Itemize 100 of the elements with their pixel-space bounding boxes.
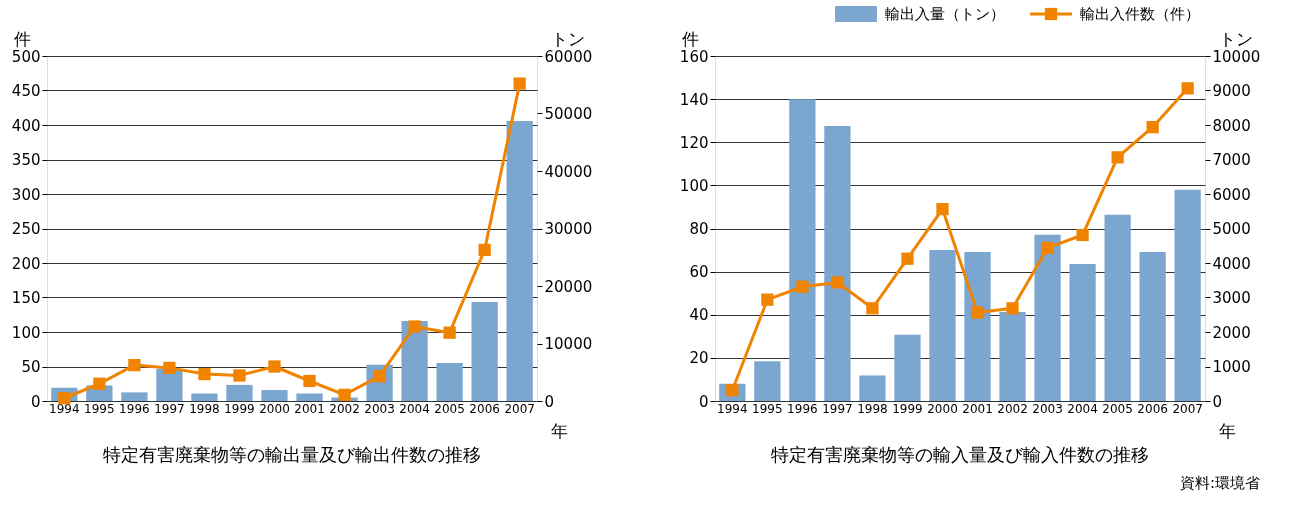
point: [901, 252, 914, 265]
x-tick-label: 2000: [259, 401, 290, 416]
x-tick-label: 1999: [224, 401, 255, 416]
point: [513, 77, 526, 90]
y2-axis-title: トン: [550, 28, 585, 49]
x-tick-label: 1997: [822, 401, 853, 416]
text: 特定有害廃棄物等の輸入量及び輸入件数の推移: [771, 444, 1149, 465]
bar: [859, 375, 886, 401]
y-tick-label: 100: [11, 323, 41, 342]
y-axis-title: 件: [682, 28, 699, 49]
point: [866, 302, 879, 315]
bar: [1069, 264, 1096, 401]
point: [1146, 121, 1159, 134]
point: [268, 360, 281, 373]
y2-tick-label: 1000: [1212, 358, 1251, 376]
point: [478, 243, 491, 257]
y-tick-label: 80: [689, 220, 709, 238]
text: 特定有害廃棄物等の輸出量及び輸出件数の推移: [103, 444, 481, 465]
legend-label: 輸出入量（トン）: [885, 5, 1005, 23]
y2-tick-label: 50000: [544, 105, 593, 123]
y2-tick-label: 60000: [544, 47, 593, 66]
point: [796, 280, 809, 293]
x-tick-label: 2004: [399, 401, 430, 416]
x-tick-label: 1995: [84, 401, 115, 416]
x-tick-label: 2005: [434, 401, 465, 416]
point: [1041, 241, 1054, 255]
y2-tick-label: 5000: [1212, 220, 1251, 238]
bar: [1034, 234, 1061, 401]
y-tick-label: 60: [689, 263, 709, 282]
y2-tick-label: 0: [1212, 392, 1223, 411]
bar: [754, 361, 781, 401]
x-tick-label: 1994: [717, 401, 748, 416]
x-tick-label: 2002: [329, 401, 360, 416]
x-tick-label: 1996: [119, 401, 150, 416]
x-tick-label: 2000: [927, 401, 958, 416]
bar: [1139, 251, 1166, 401]
y-tick-label: 100: [679, 176, 709, 195]
y-tick-label: 0: [30, 392, 41, 411]
x-tick-label: 1994: [49, 401, 80, 416]
y2-tick-label: 8000: [1212, 116, 1251, 135]
y-tick-label: 0: [698, 392, 709, 411]
x-tick-label: 1997: [154, 401, 185, 416]
point: [443, 326, 456, 339]
bar: [121, 392, 148, 401]
bar: [296, 393, 323, 401]
y2-tick-label: 2000: [1212, 323, 1251, 342]
x-tick-label: 2007: [1172, 401, 1203, 416]
x-tick-label: 2004: [1067, 401, 1098, 416]
x-tick-label: 2003: [1032, 401, 1063, 416]
bar: [789, 99, 816, 401]
bar: [824, 126, 851, 401]
bar: [1174, 189, 1201, 401]
y2-tick-label: 6000: [1212, 185, 1251, 204]
point: [128, 359, 141, 372]
point: [198, 367, 211, 381]
y2-tick-label: 9000: [1212, 82, 1251, 100]
point: [338, 388, 351, 401]
y2-tick-label: 30000: [544, 220, 593, 238]
x-axis-title: 年: [551, 420, 568, 441]
y2-tick-label: 4000: [1212, 254, 1251, 273]
y-axis-title: 件: [14, 28, 31, 49]
point: [408, 320, 421, 333]
point: [303, 374, 316, 388]
bar: [999, 311, 1026, 401]
x-tick-label: 1998: [857, 401, 888, 416]
y-tick-label: 500: [11, 47, 41, 66]
y-tick-label: 160: [679, 47, 709, 66]
bar: [1104, 214, 1131, 401]
point: [1076, 228, 1089, 242]
x-tick-label: 2005: [1102, 401, 1133, 416]
x-tick-label: 1999: [892, 401, 923, 416]
y-tick-label: 250: [11, 220, 41, 238]
y-tick-label: 20: [689, 349, 709, 368]
y-tick-label: 450: [11, 82, 41, 100]
bar: [261, 390, 288, 401]
y2-tick-label: 3000: [1212, 289, 1251, 307]
bar: [156, 368, 183, 401]
bar: [894, 334, 921, 401]
y2-tick-label: 7000: [1212, 151, 1251, 169]
bar: [436, 363, 463, 401]
bar: [506, 120, 533, 401]
y-tick-label: 200: [11, 254, 41, 273]
y-tick-label: 300: [11, 185, 41, 204]
x-tick-label: 1998: [189, 401, 220, 416]
y-tick-label: 40: [689, 306, 709, 325]
point: [233, 369, 246, 382]
x-tick-label: 2001: [962, 401, 993, 416]
y2-tick-label: 10000: [544, 335, 593, 353]
bar: [964, 251, 991, 401]
point: [971, 306, 984, 319]
x-tick-label: 2002: [997, 401, 1028, 416]
bar: [226, 384, 253, 401]
y2-tick-label: 0: [544, 392, 555, 411]
x-axis-title: 年: [1219, 420, 1236, 441]
bar: [471, 302, 498, 401]
x-tick-label: 2006: [469, 401, 500, 416]
y-tick-label: 140: [679, 90, 709, 109]
point: [1181, 82, 1194, 95]
y-tick-label: 350: [11, 151, 41, 169]
bar: [929, 249, 956, 401]
